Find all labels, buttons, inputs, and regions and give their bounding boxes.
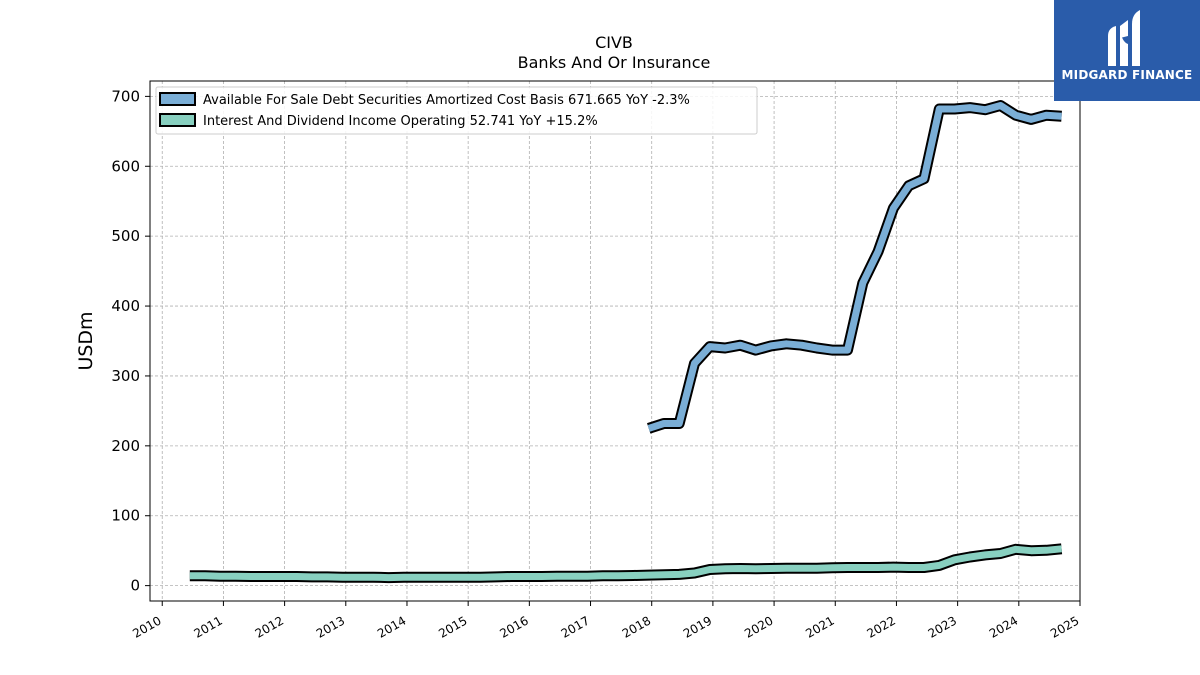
- legend-label-1: Interest And Dividend Income Operating 5…: [203, 114, 598, 129]
- y-tick-label: 100: [111, 507, 140, 525]
- x-tick-label: 2013: [314, 613, 347, 640]
- chart-title: CIVB: [595, 33, 633, 52]
- grid-lines: [150, 81, 1081, 601]
- y-tick-label: 300: [111, 367, 140, 385]
- brand-logo: MIDGARD FINANCE: [1054, 0, 1200, 101]
- legend-box: [155, 86, 758, 135]
- x-tick-label: 2016: [497, 613, 530, 640]
- x-tick-label: 2012: [253, 613, 286, 640]
- legend-label-0: Available For Sale Debt Securities Amort…: [203, 93, 690, 108]
- chart-subtitle: Banks And Or Insurance: [518, 53, 711, 72]
- series-line-outline-0: [647, 100, 1062, 434]
- y-tick-label: 600: [111, 157, 140, 175]
- x-tick-label: 2024: [987, 613, 1020, 640]
- legend-swatch-1: [159, 113, 196, 127]
- midgard-logo-icon: [1108, 10, 1140, 66]
- x-tick-label: 2019: [681, 613, 714, 640]
- y-tick-label: 400: [111, 297, 140, 315]
- x-tick-label: 2023: [926, 613, 959, 640]
- series-layer: [189, 100, 1063, 584]
- x-tick-label: 2025: [1048, 613, 1081, 640]
- x-tick-label: 2015: [436, 613, 469, 640]
- legend: Available For Sale Debt Securities Amort…: [155, 86, 758, 135]
- y-axis-label: USDm: [75, 311, 97, 370]
- x-tick-label: 2021: [803, 613, 836, 640]
- y-tick-label: 0: [130, 577, 140, 595]
- series-line-0: [647, 102, 1062, 432]
- brand-name: MIDGARD FINANCE: [1061, 68, 1193, 82]
- x-tick-label: 2011: [191, 613, 224, 640]
- y-axis: 0 100 200 300 400 500 600 700: [111, 87, 150, 595]
- x-axis: 2010 2011 2012 2013 2014 2015 2016 2017 2018 2019…: [130, 601, 1082, 641]
- y-tick-label: 500: [111, 227, 140, 245]
- x-tick-label: 2010: [130, 613, 163, 640]
- x-tick-label: 2022: [864, 613, 897, 640]
- x-tick-label: 2014: [375, 613, 408, 640]
- x-tick-label: 2020: [742, 613, 775, 640]
- x-tick-label: 2017: [559, 613, 592, 640]
- legend-swatch-0: [159, 92, 196, 106]
- series-line-1: [189, 545, 1062, 582]
- y-tick-label: 200: [111, 437, 140, 455]
- y-tick-label: 700: [111, 87, 140, 105]
- x-tick-label: 2018: [620, 613, 653, 640]
- plot-frame: [149, 80, 1081, 602]
